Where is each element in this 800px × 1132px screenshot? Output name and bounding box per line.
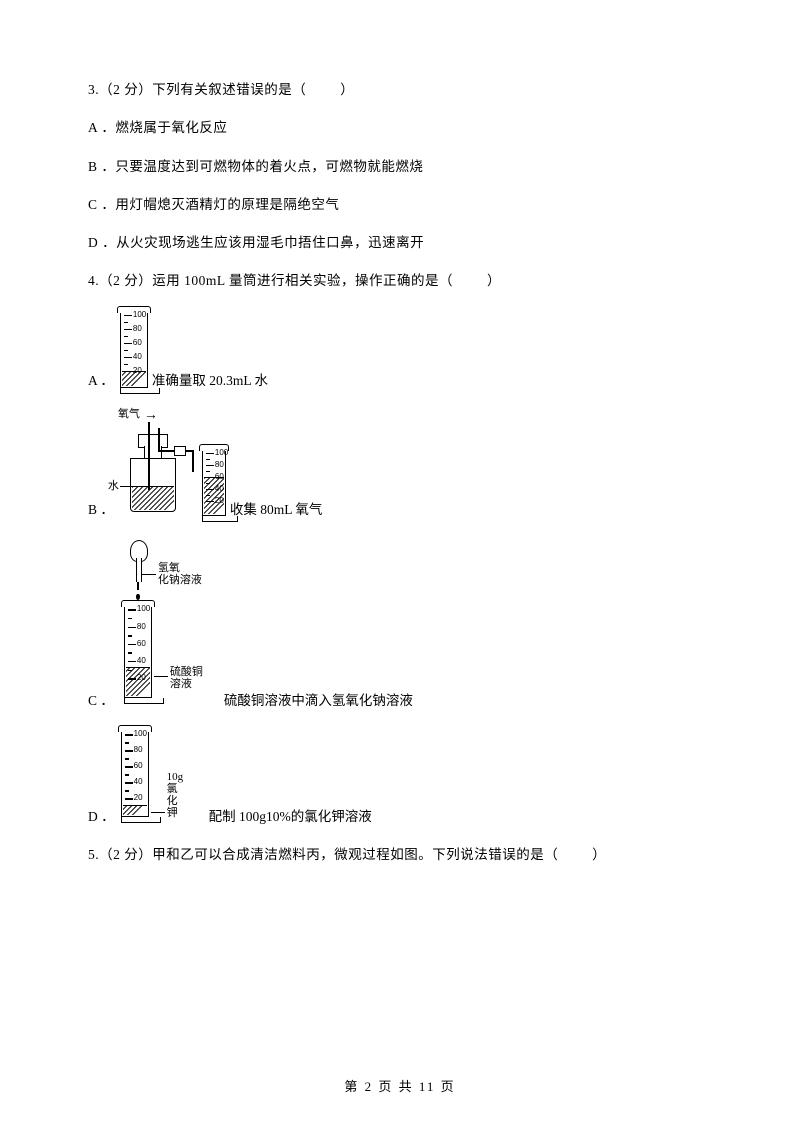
q3-stem: 3.（2 分）下列有关叙述错误的是（ ） [88, 80, 712, 100]
dropper-cylinder-icon: 氢氧 化钠溶液 10080604020 硫酸铜 溶液 [120, 538, 220, 713]
cylinder-icon-d: 10080604020 [121, 729, 149, 823]
q4-b-gas-label: 氧气 [118, 408, 140, 420]
q5-stem-text: 5.（2 分）甲和乙可以合成清洁燃料丙，微观过程如图。下列说法错误的是（ [88, 847, 558, 862]
q4-c-ann2: 硫酸铜 溶液 [170, 666, 203, 690]
q3-stem-end: ） [340, 82, 354, 97]
q3-opt-d: D ．从火灾现场逃生应该用湿毛巾捂住口鼻，迅速离开 [88, 233, 712, 253]
q3-opt-b: B ．只要温度达到可燃物体的着火点，可燃物就能燃烧 [88, 157, 712, 177]
q4-opt-d: D ． 10080604020 10g氯化钾 配制 100g10%的氯化钾溶液 [88, 729, 712, 829]
cylinder-icon-a: 10080604020 [120, 310, 148, 394]
q4-c-ann1: 氢氧 化钠溶液 [158, 562, 202, 586]
leader-line [142, 574, 156, 575]
page: 3.（2 分）下列有关叙述错误的是（ ） A ．燃烧属于氧化反应 B ．只要温度达… [0, 0, 800, 1132]
q4-b-water-label: 水 [108, 480, 119, 492]
leader-line [151, 812, 165, 813]
q3-opt-c: C ．用灯帽熄灭酒精灯的原理是隔绝空气 [88, 195, 712, 215]
leader-line [120, 486, 132, 487]
q4-stem: 4.（2 分）运用 100mL 量筒进行相关实验，操作正确的是（ ） [88, 271, 712, 291]
q4-c-label: C ． [88, 691, 114, 711]
q4-d-ann: 10g氯化钾 [167, 771, 184, 819]
q4-c-text: 硫酸铜溶液中滴入氢氧化钠溶液 [224, 691, 413, 711]
leader-line [154, 676, 168, 677]
q3-stem-text: 3.（2 分）下列有关叙述错误的是（ [88, 82, 306, 97]
q4-stem-text: 4.（2 分）运用 100mL 量筒进行相关实验，操作正确的是（ [88, 273, 453, 288]
q4-a-text: 准确量取 20.3mL 水 [152, 371, 268, 391]
q4-d-label: D ． [88, 807, 115, 827]
q4-opt-b: B ． 氧气 → 水 10080604020 收集 80mL 氧气 [88, 410, 712, 522]
q3-opt-a: A ．燃烧属于氧化反应 [88, 118, 712, 138]
q5-stem: 5.（2 分）甲和乙可以合成清洁燃料丙，微观过程如图。下列说法错误的是（ ） [88, 845, 712, 865]
cylinder-icon-b: 10080604020 [202, 448, 226, 522]
q4-b-label: B ． [88, 500, 114, 520]
page-footer: 第 2 页 共 11 页 [0, 1077, 800, 1097]
q4-a-label: A ． [88, 371, 114, 391]
q5-stem-end: ） [592, 847, 606, 862]
gas-bottle-icon [120, 420, 208, 516]
q4-d-text: 配制 100g10%的氯化钾溶液 [209, 807, 372, 827]
q4-opt-c: C ． 氢氧 化钠溶液 10080604020 硫酸铜 溶液 硫酸铜溶液中滴入氢… [88, 538, 712, 713]
q4-b-text: 收集 80mL 氧气 [230, 500, 323, 520]
q4-stem-end: ） [487, 273, 501, 288]
q4-opt-a: A ． 10080604020 准确量取 20.3mL 水 [88, 310, 712, 394]
